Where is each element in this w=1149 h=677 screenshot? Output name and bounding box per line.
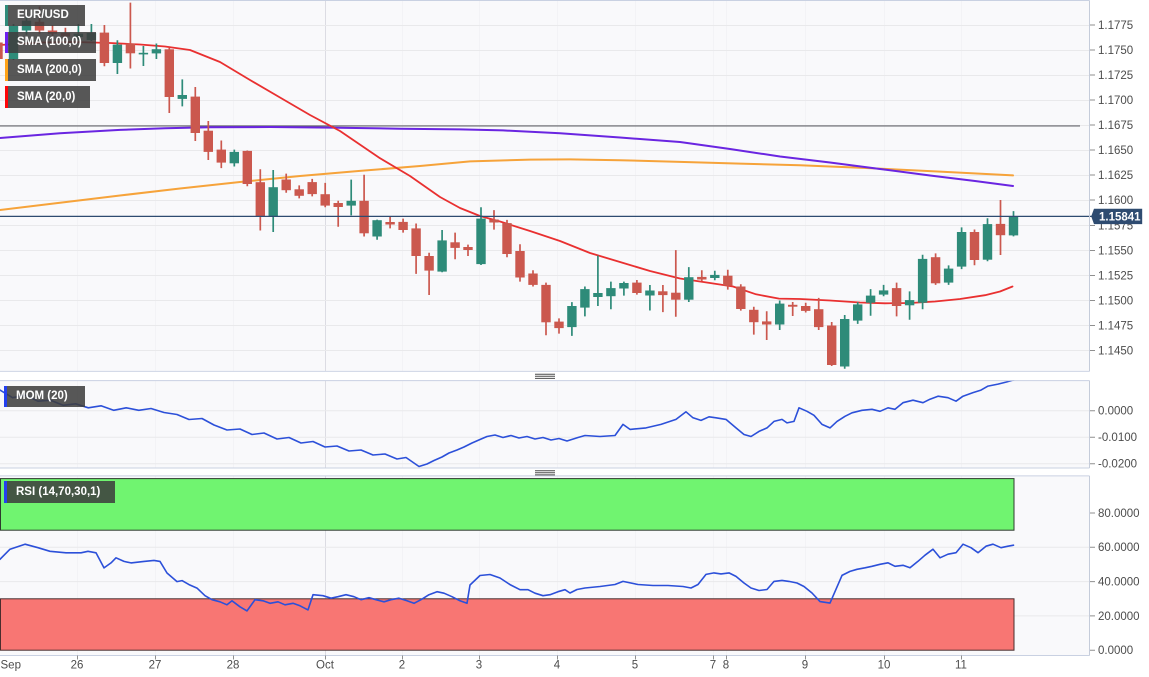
svg-text:11: 11	[955, 660, 967, 672]
svg-text:1.1675: 1.1675	[1098, 120, 1133, 132]
svg-text:40.0000: 40.0000	[1098, 577, 1140, 589]
svg-text:1.1525: 1.1525	[1098, 270, 1133, 282]
svg-text:9: 9	[802, 660, 808, 672]
svg-text:0.0000: 0.0000	[1098, 645, 1133, 657]
svg-text:3: 3	[476, 660, 482, 672]
svg-text:5: 5	[632, 660, 638, 672]
svg-text:1.1600: 1.1600	[1098, 195, 1133, 207]
svg-text:0.0000: 0.0000	[1098, 406, 1133, 418]
svg-text:1.1700: 1.1700	[1098, 95, 1133, 107]
svg-text:26: 26	[71, 660, 84, 672]
svg-text:Sep: Sep	[1, 660, 21, 672]
svg-text:80.0000: 80.0000	[1098, 508, 1140, 520]
svg-text:1.1650: 1.1650	[1098, 145, 1133, 157]
svg-text:1.1450: 1.1450	[1098, 345, 1133, 357]
svg-text:1.15841: 1.15841	[1099, 212, 1141, 224]
svg-text:20.0000: 20.0000	[1098, 611, 1140, 623]
svg-text:27: 27	[149, 660, 162, 672]
svg-text:1.1750: 1.1750	[1098, 45, 1133, 57]
svg-text:4: 4	[554, 660, 561, 672]
svg-text:-0.0200: -0.0200	[1098, 459, 1137, 471]
svg-text:1.1500: 1.1500	[1098, 295, 1133, 307]
svg-text:8: 8	[723, 660, 729, 672]
svg-text:1.1625: 1.1625	[1098, 170, 1133, 182]
svg-text:1.1475: 1.1475	[1098, 320, 1133, 332]
svg-text:1.1775: 1.1775	[1098, 20, 1133, 32]
svg-text:2: 2	[399, 660, 405, 672]
svg-text:7: 7	[710, 660, 716, 672]
svg-text:-0.0100: -0.0100	[1098, 432, 1137, 444]
svg-text:1.1725: 1.1725	[1098, 70, 1133, 82]
svg-text:Oct: Oct	[316, 660, 335, 672]
svg-text:28: 28	[227, 660, 240, 672]
svg-text:1.1550: 1.1550	[1098, 245, 1133, 257]
svg-text:10: 10	[878, 660, 891, 672]
svg-text:60.0000: 60.0000	[1098, 542, 1140, 554]
